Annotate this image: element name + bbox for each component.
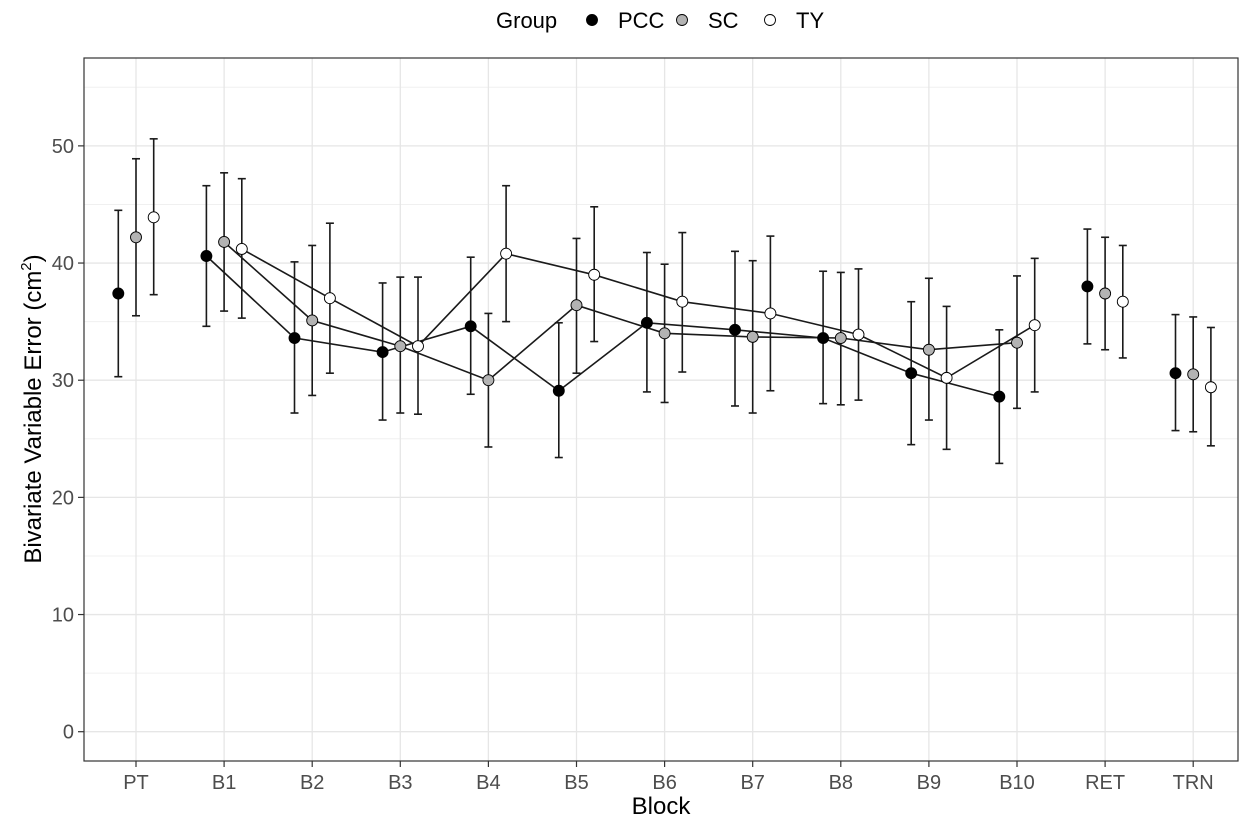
x-tick-label: B5 — [564, 772, 588, 794]
series-line-sc — [223, 241, 1018, 382]
data-point-ty — [588, 268, 601, 281]
x-tick-label: B1 — [212, 772, 236, 794]
legend-title: Group — [496, 8, 557, 33]
legend-key-ty — [764, 14, 776, 26]
data-point-pcc — [464, 320, 477, 333]
data-point-pcc — [288, 332, 301, 344]
x-tick-label: TRN — [1173, 772, 1214, 794]
series-line-ty — [241, 248, 1036, 379]
x-tick-label: B3 — [388, 772, 412, 794]
legend: Group PCC SC TY — [496, 8, 824, 33]
x-axis: PT B1 B2 B3 B4 B5 B6 B7 B8 B9 B10 RET TRN — [123, 761, 1214, 794]
data-point-pcc — [729, 323, 741, 336]
x-tick-label: B8 — [829, 772, 853, 794]
data-point-pcc — [112, 287, 125, 300]
data-point-ty — [235, 243, 248, 255]
data-point-ty — [940, 371, 953, 384]
legend-label-sc: SC — [708, 8, 739, 33]
data-point-ty — [147, 211, 160, 224]
legend-label-pcc: PCC — [618, 8, 665, 33]
data-point-sc — [746, 330, 759, 343]
data-point-sc — [394, 340, 407, 353]
data-point-pcc — [200, 250, 213, 262]
y-axis-title-main: Bivariate Variable Error (cm — [20, 271, 47, 564]
data-point-pcc — [640, 316, 653, 329]
data-point-pcc — [993, 390, 1006, 403]
data-point-pcc — [376, 346, 389, 359]
y-tick-label: 40 — [52, 253, 74, 275]
data-point-ty — [412, 340, 424, 353]
legend-key-sc — [676, 14, 688, 26]
y-tick-label: 0 — [63, 722, 74, 744]
x-tick-label: B7 — [740, 772, 764, 794]
data-point-ty — [852, 328, 865, 341]
y-axis: 0 10 20 30 40 50 — [52, 136, 84, 744]
data-point-sc — [130, 231, 142, 244]
data-point-ty — [1116, 295, 1129, 308]
data-point-ty — [323, 292, 336, 305]
series-lines — [205, 241, 1036, 398]
data-point-sc — [658, 327, 671, 340]
data-points — [112, 211, 1217, 403]
x-tick-label: B9 — [917, 772, 941, 794]
data-point-sc — [1011, 336, 1023, 349]
data-point-sc — [218, 236, 231, 248]
y-axis-title-end: ) — [20, 254, 47, 262]
data-point-ty — [676, 295, 689, 308]
error-bars — [114, 138, 1215, 465]
x-tick-label: RET — [1085, 772, 1125, 794]
data-point-ty — [1204, 381, 1217, 394]
legend-label-ty: TY — [796, 8, 824, 33]
data-point-ty — [1028, 319, 1041, 332]
x-tick-label: PT — [123, 772, 149, 794]
plot-panel — [84, 58, 1238, 761]
data-point-sc — [570, 299, 583, 312]
data-point-ty — [500, 247, 513, 260]
x-tick-label: B4 — [476, 772, 500, 794]
y-tick-label: 30 — [52, 370, 74, 392]
data-point-sc — [834, 332, 847, 344]
x-tick-label: B2 — [300, 772, 324, 794]
series-line-pcc — [205, 255, 1000, 398]
data-point-sc — [922, 343, 935, 356]
data-point-pcc — [817, 332, 830, 344]
x-tick-label: B10 — [999, 772, 1035, 794]
data-point-sc — [1187, 368, 1200, 381]
y-tick-label: 20 — [52, 487, 74, 509]
y-tick-label: 10 — [52, 605, 74, 627]
y-axis-title: Bivariate Variable Error (cm2) — [18, 254, 47, 563]
legend-key-pcc — [586, 14, 598, 26]
data-point-pcc — [1081, 280, 1094, 293]
data-point-pcc — [1169, 367, 1182, 380]
data-point-sc — [482, 374, 495, 387]
data-point-sc — [306, 314, 319, 327]
x-axis-title: Block — [632, 793, 692, 819]
data-point-sc — [1099, 287, 1112, 300]
data-point-ty — [764, 307, 777, 320]
panel-border — [83, 57, 1239, 762]
data-point-pcc — [905, 367, 918, 380]
y-tick-label: 50 — [52, 136, 74, 158]
y-axis-title-superscript: 2 — [18, 262, 35, 270]
data-point-pcc — [552, 384, 565, 397]
x-tick-label: B6 — [652, 772, 676, 794]
